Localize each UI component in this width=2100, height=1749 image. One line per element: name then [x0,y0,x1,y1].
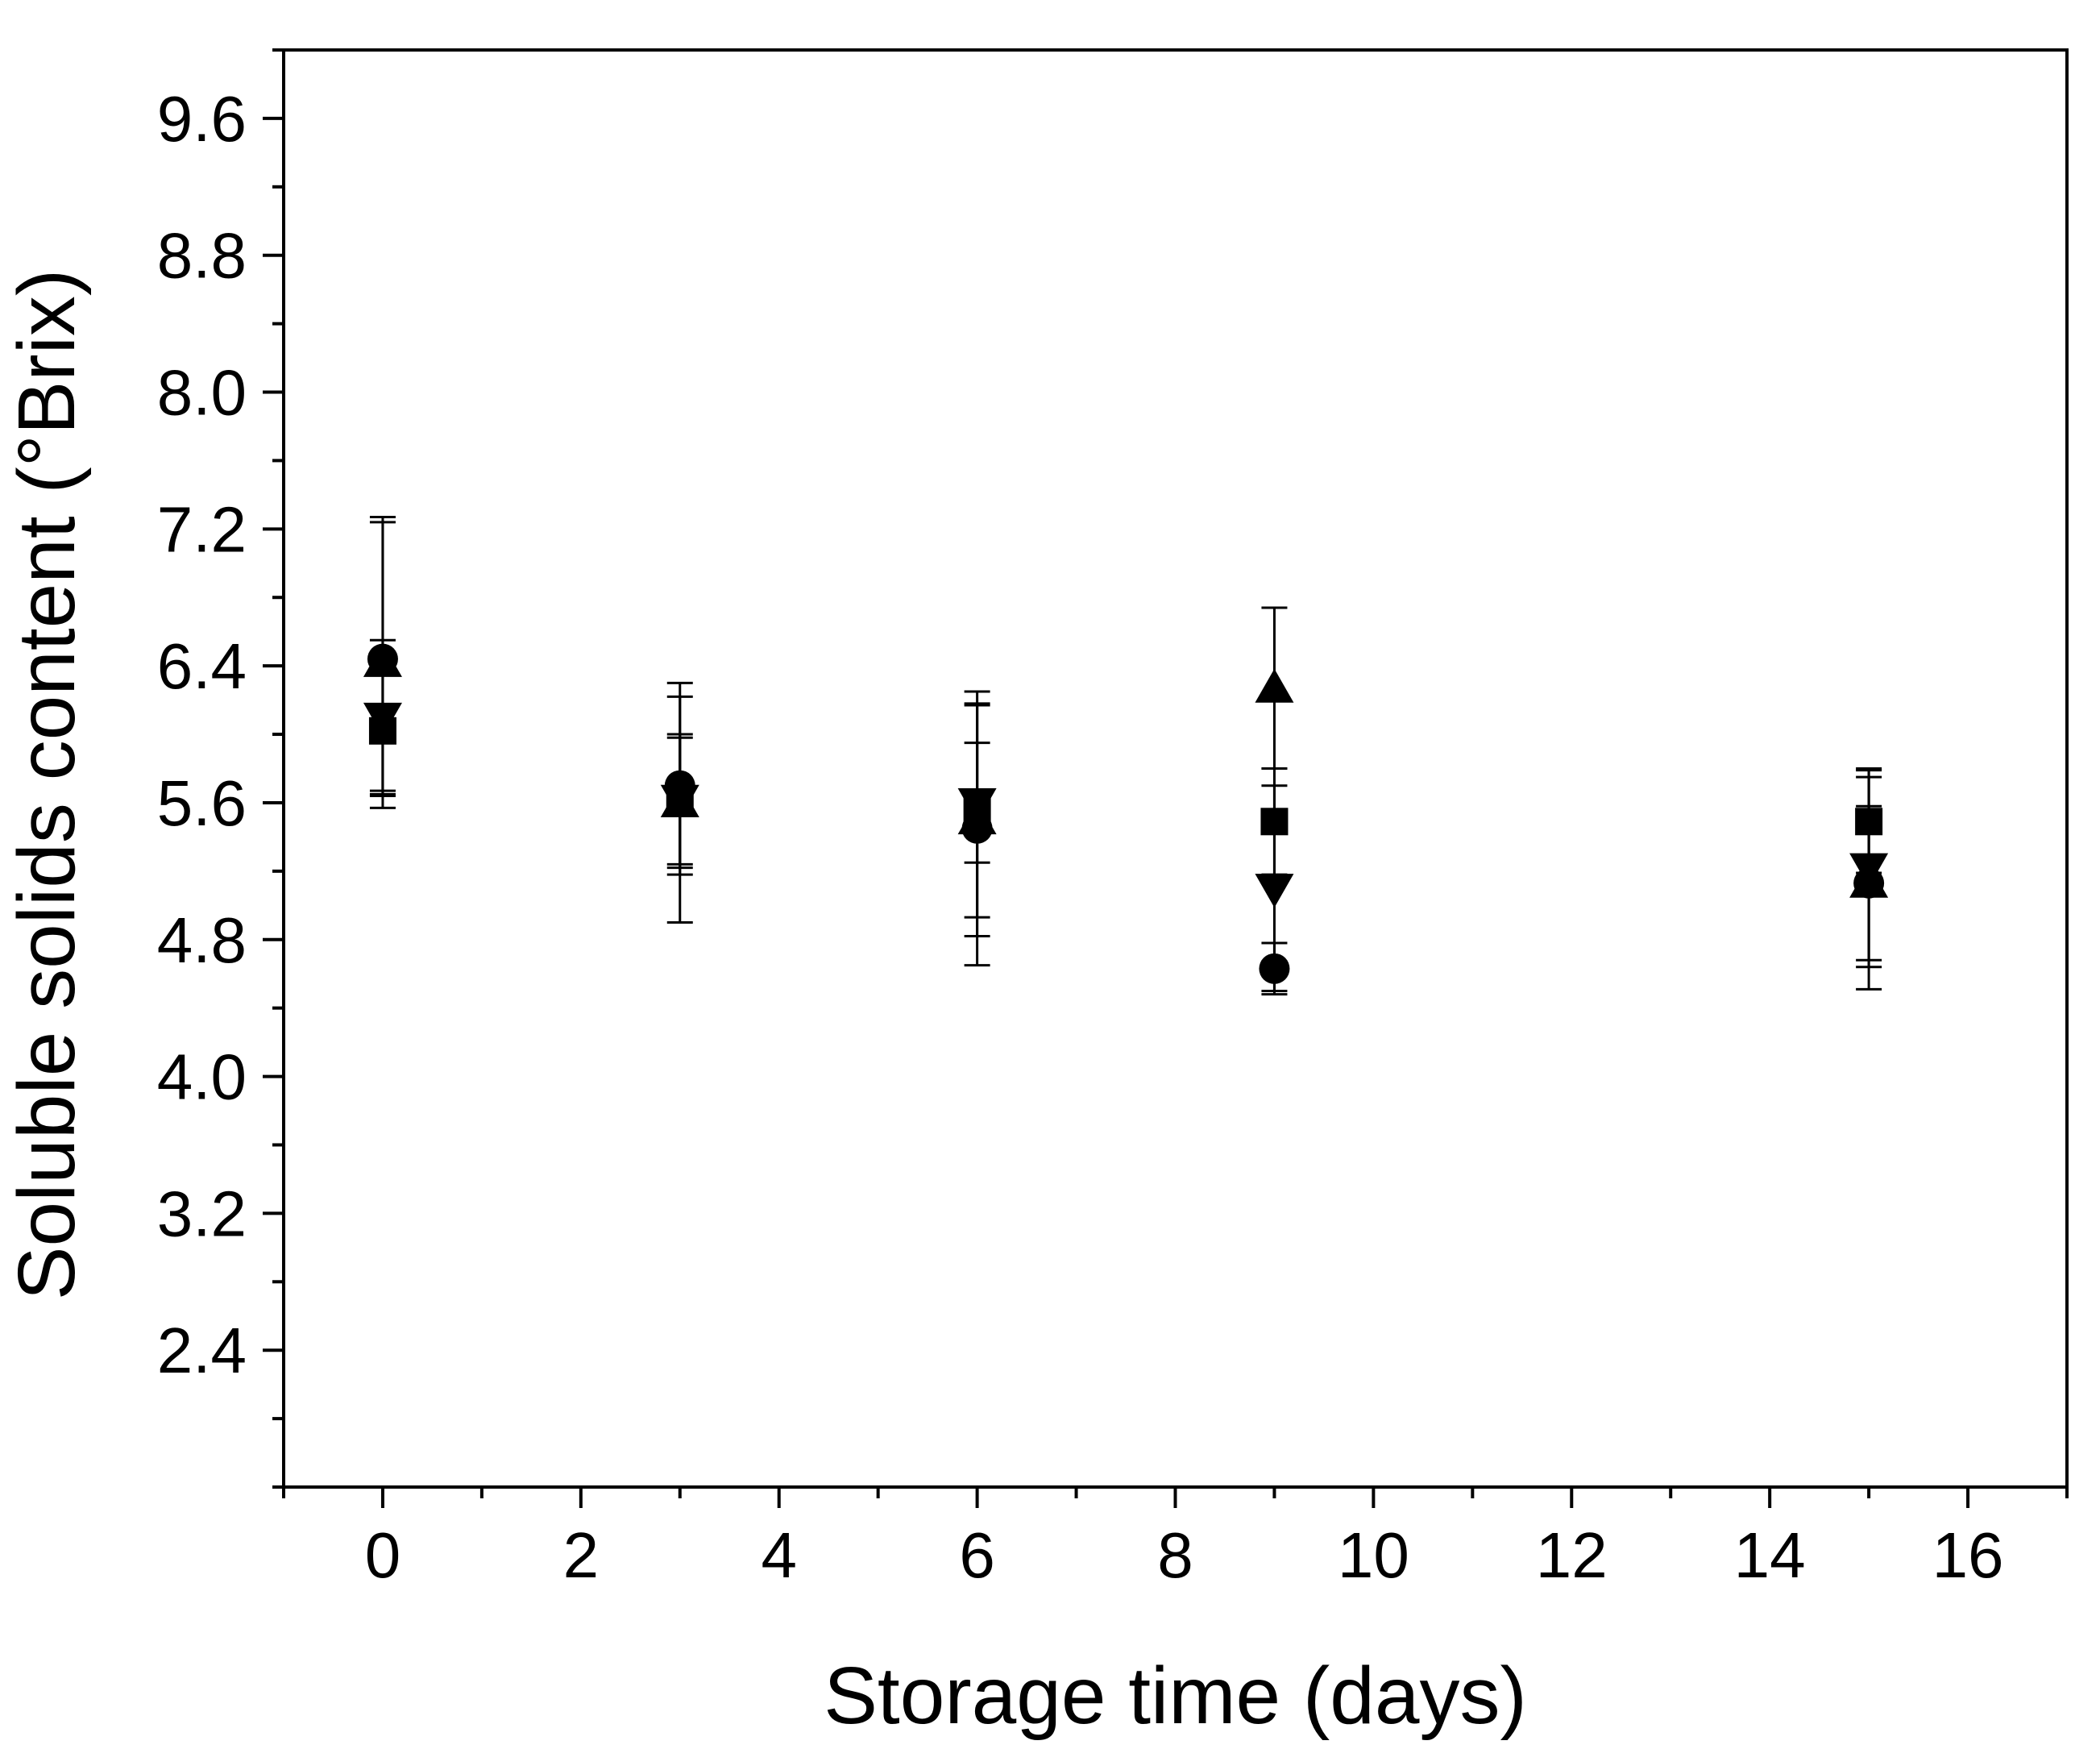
triangle-down-marker [957,787,997,822]
y-tick-label: 4.8 [157,904,247,976]
x-tick-label: 6 [959,1519,995,1591]
y-tick-label: 6.4 [157,630,247,702]
plot-frame [282,48,2069,1489]
square-marker [1855,808,1883,836]
data-markers [363,642,1889,984]
x-tick-label: 2 [563,1519,600,1591]
square-marker [1260,808,1289,836]
y-tick-label: 4.0 [157,1041,247,1113]
triangle-down-marker [1255,874,1294,908]
y-tick-label: 2.4 [157,1315,247,1386]
triangle-down-marker [363,702,402,737]
ticks: 0 2 4 6 8 10 12 14 16 2.4 3.2 4.0 4.8 5.6 6.4 7.2 8.0 8.8… [157,48,2069,1591]
x-tick-label: 14 [1734,1519,1806,1591]
x-tick-label: 0 [365,1519,401,1591]
triangle-up-marker [363,642,402,677]
y-tick-label: 3.2 [157,1178,247,1249]
x-axis-title: Storage time (days) [824,1651,1527,1741]
circle-marker [1259,953,1290,984]
y-tick-label: 7.2 [157,493,247,565]
error-bars [369,515,1882,996]
y-tick-label: 8.8 [157,220,247,292]
y-axis-title: Soluble solids content (°Brix) [2,269,92,1300]
y-tick-label: 5.6 [157,767,247,839]
x-tick-label: 16 [1932,1519,2004,1591]
triangle-down-marker [1849,853,1889,887]
x-tick-label: 4 [761,1519,797,1591]
triangle-up-marker [1255,668,1294,703]
triangle-down-marker [660,784,699,819]
y-tick-label: 9.6 [157,83,247,155]
x-tick-label: 10 [1338,1519,1409,1591]
axes [282,48,2069,1489]
x-tick-label: 8 [1157,1519,1193,1591]
x-tick-label: 12 [1536,1519,1608,1591]
y-tick-label: 8.0 [157,357,247,429]
